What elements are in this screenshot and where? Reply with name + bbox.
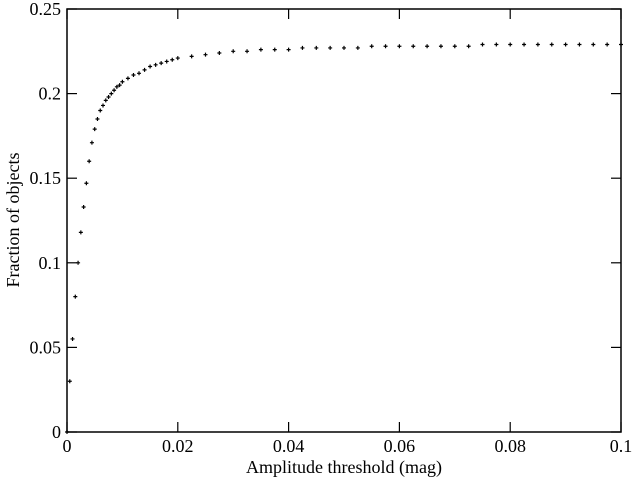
point [480,42,485,47]
point [466,44,471,49]
x-tick-label: 0.04 [273,436,305,456]
point [355,45,360,50]
point [114,84,119,89]
point [170,57,175,62]
point [411,44,416,49]
point [76,260,81,265]
point [95,116,100,121]
point [397,44,402,49]
point [120,79,125,84]
point [109,91,114,96]
point [131,72,136,77]
point [65,430,69,434]
point [369,44,374,49]
point [89,140,94,145]
x-tick-label: 0.02 [162,436,194,456]
point [342,45,346,50]
y-axis-label: Fraction of objects [3,153,23,288]
x-tick-label: 0.06 [384,436,416,456]
point [148,64,153,69]
point [125,76,130,81]
x-axis-label: Amplitude threshold (mag) [246,457,442,478]
point [92,127,97,132]
point [522,42,527,47]
point [67,379,72,384]
point [78,230,83,235]
point [494,42,499,47]
point [70,336,75,341]
x-tick-label: 0.1 [610,436,633,456]
point [217,50,222,55]
y-tick-label: 0.2 [39,84,62,104]
point [112,88,117,93]
point [425,44,430,49]
point [549,42,554,47]
point [101,103,106,108]
y-tick-label: 0.15 [30,168,62,188]
point [73,294,78,299]
point [577,42,582,47]
x-tick-label: 0.08 [494,436,526,456]
point [258,47,263,52]
point [159,61,164,66]
point [81,204,86,209]
point [153,62,158,67]
point [272,47,277,52]
point [328,45,333,50]
point [84,181,89,186]
plot-frame [66,8,622,433]
point [286,47,291,52]
point [98,108,103,113]
point [300,45,305,50]
point [619,42,623,47]
point [117,83,122,88]
point [508,42,513,47]
y-tick-label: 0.1 [39,253,62,273]
y-tick-label: 0.05 [30,337,62,357]
point [535,42,540,47]
point [314,45,319,50]
point [591,42,596,47]
point [175,56,180,61]
point [137,71,142,76]
point [563,42,568,47]
point [438,44,443,49]
y-tick-label: 0 [52,422,61,442]
point [452,44,457,49]
point [189,54,194,59]
point [245,49,250,54]
point [203,52,208,57]
point [164,59,169,64]
point [87,159,92,164]
point [605,42,610,47]
point [106,94,111,99]
point [142,67,147,72]
point [383,44,388,49]
x-tick-label: 0 [63,436,72,456]
point [103,98,108,103]
point [231,49,236,54]
y-tick-label: 0.25 [30,0,62,19]
